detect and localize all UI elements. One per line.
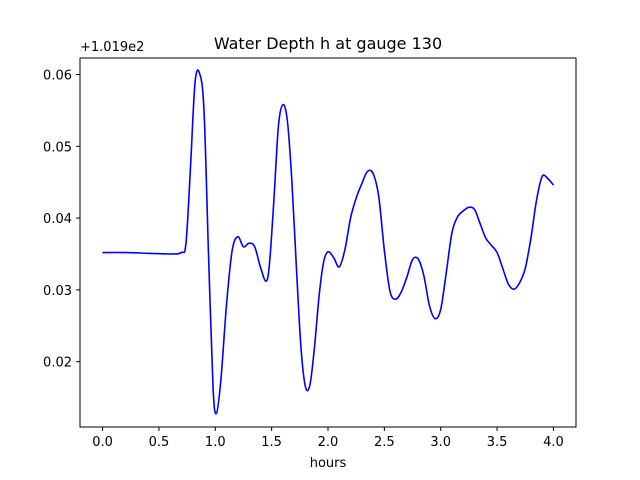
y-tick-label: 0.02 (43, 356, 72, 371)
x-tick-label: 1.5 (261, 435, 282, 450)
x-axis-ticks: 0.0 0.5 1.0 1.5 2.0 2.5 3.0 3.5 4.0 (92, 427, 564, 450)
plot-area (80, 58, 576, 427)
chart-title: Water Depth h at gauge 130 (214, 34, 442, 53)
x-tick-label: 2.0 (318, 435, 339, 450)
x-tick-label: 1.0 (205, 435, 226, 450)
x-axis-label: hours (310, 456, 347, 471)
y-tick-label: 0.04 (43, 212, 72, 227)
y-tick-label: 0.06 (43, 69, 72, 84)
x-tick-label: 3.0 (430, 435, 451, 450)
plot-frame (79, 57, 577, 428)
x-tick-label: 4.0 (543, 435, 564, 450)
x-tick-label: 2.5 (374, 435, 395, 450)
x-tick-label: 3.5 (487, 435, 508, 450)
series-line-water-depth (102, 69, 555, 415)
y-offset-label: +1.019e2 (80, 40, 144, 55)
x-tick-label: 0.0 (92, 435, 113, 450)
y-axis-ticks: 0.02 0.03 0.04 0.05 0.06 (43, 69, 80, 371)
x-tick-label: 0.5 (149, 435, 170, 450)
y-tick-label: 0.03 (43, 284, 72, 299)
y-tick-label: 0.05 (43, 140, 72, 155)
